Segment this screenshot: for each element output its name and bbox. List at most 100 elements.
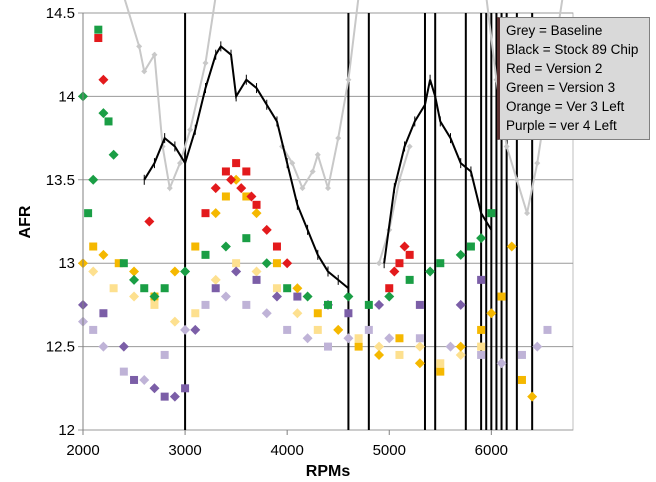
data-point — [88, 174, 99, 185]
data-point — [313, 325, 322, 334]
x-axis-label: RPMs — [306, 463, 351, 480]
series-line — [281, 0, 360, 191]
x-tick-label: 5000 — [373, 442, 406, 459]
data-point — [302, 333, 313, 344]
data-point — [169, 391, 180, 402]
series-line — [143, 44, 350, 289]
data-point — [226, 174, 237, 185]
data-point — [436, 359, 445, 368]
data-point — [532, 341, 543, 352]
data-point — [455, 299, 466, 310]
y-tick-label: 12.5 — [46, 339, 75, 356]
data-point — [89, 242, 98, 251]
data-point — [415, 334, 424, 343]
data-point — [344, 309, 353, 318]
data-point — [242, 300, 251, 309]
data-point — [517, 375, 526, 384]
data-point — [169, 316, 180, 327]
data-point — [160, 284, 169, 293]
data-point — [129, 266, 140, 277]
data-point — [108, 149, 119, 160]
legend: Grey = Baseline Black = Stock 89 Chip Re… — [497, 17, 650, 140]
data-point — [144, 216, 155, 227]
data-point — [232, 159, 241, 168]
data-point — [151, 51, 158, 58]
data-point — [114, 259, 123, 268]
data-point — [399, 241, 410, 252]
y-tick-label: 14.5 — [46, 5, 75, 22]
data-point — [211, 284, 220, 293]
data-point — [242, 192, 251, 201]
data-point — [236, 183, 247, 194]
data-point — [333, 324, 344, 335]
data-point — [139, 374, 150, 385]
data-point — [477, 325, 486, 334]
data-point — [221, 192, 230, 201]
data-point — [292, 308, 303, 319]
data-point — [324, 300, 332, 309]
data-point — [104, 117, 113, 126]
data-point — [395, 259, 404, 268]
data-point — [251, 208, 262, 219]
x-tick-label: 3000 — [168, 442, 201, 459]
data-point — [543, 325, 552, 334]
data-point — [129, 291, 140, 302]
data-point — [136, 43, 143, 50]
data-point — [246, 191, 257, 202]
y-tick-label: 13.5 — [46, 172, 75, 189]
data-point — [445, 341, 456, 352]
legend-entry: Orange = Ver 3 Left — [506, 99, 625, 114]
data-point — [129, 274, 140, 285]
data-point — [487, 209, 496, 218]
data-point — [283, 284, 292, 293]
data-point — [221, 167, 230, 176]
data-point — [252, 275, 261, 284]
data-point — [141, 68, 148, 75]
data-point — [169, 266, 180, 277]
data-point — [176, 160, 183, 167]
data-point — [160, 350, 169, 359]
data-point — [181, 384, 190, 393]
data-point — [242, 167, 251, 176]
data-point — [384, 291, 395, 302]
data-point — [477, 350, 486, 359]
data-point — [364, 300, 373, 309]
data-point — [345, 76, 352, 83]
data-point — [414, 341, 425, 352]
data-point — [166, 185, 173, 192]
data-point — [455, 349, 466, 360]
data-point — [272, 242, 281, 251]
data-point — [309, 168, 316, 175]
data-point — [374, 349, 385, 360]
data-point — [299, 185, 306, 192]
data-point — [395, 334, 404, 343]
data-point — [252, 200, 261, 209]
data-point — [497, 292, 506, 301]
data-point — [261, 258, 272, 269]
data-point — [201, 300, 210, 309]
data-point — [384, 333, 395, 344]
data-point — [232, 259, 241, 268]
data-point — [261, 308, 272, 319]
data-point — [385, 284, 394, 293]
data-point — [180, 324, 191, 335]
data-point — [272, 259, 281, 268]
series-line — [378, 146, 411, 264]
data-point — [476, 233, 487, 244]
data-point — [242, 234, 251, 243]
data-point — [130, 375, 139, 384]
data-point — [160, 392, 169, 401]
data-point — [527, 391, 538, 402]
data-point — [436, 259, 445, 268]
data-point — [455, 249, 466, 260]
data-point — [314, 151, 321, 158]
legend-entry: Black = Stock 89 Chip — [506, 42, 639, 57]
data-point — [292, 283, 303, 294]
data-point — [150, 300, 159, 309]
data-point — [302, 291, 313, 302]
data-point — [396, 176, 403, 183]
data-point — [477, 342, 486, 351]
data-point — [98, 341, 109, 352]
